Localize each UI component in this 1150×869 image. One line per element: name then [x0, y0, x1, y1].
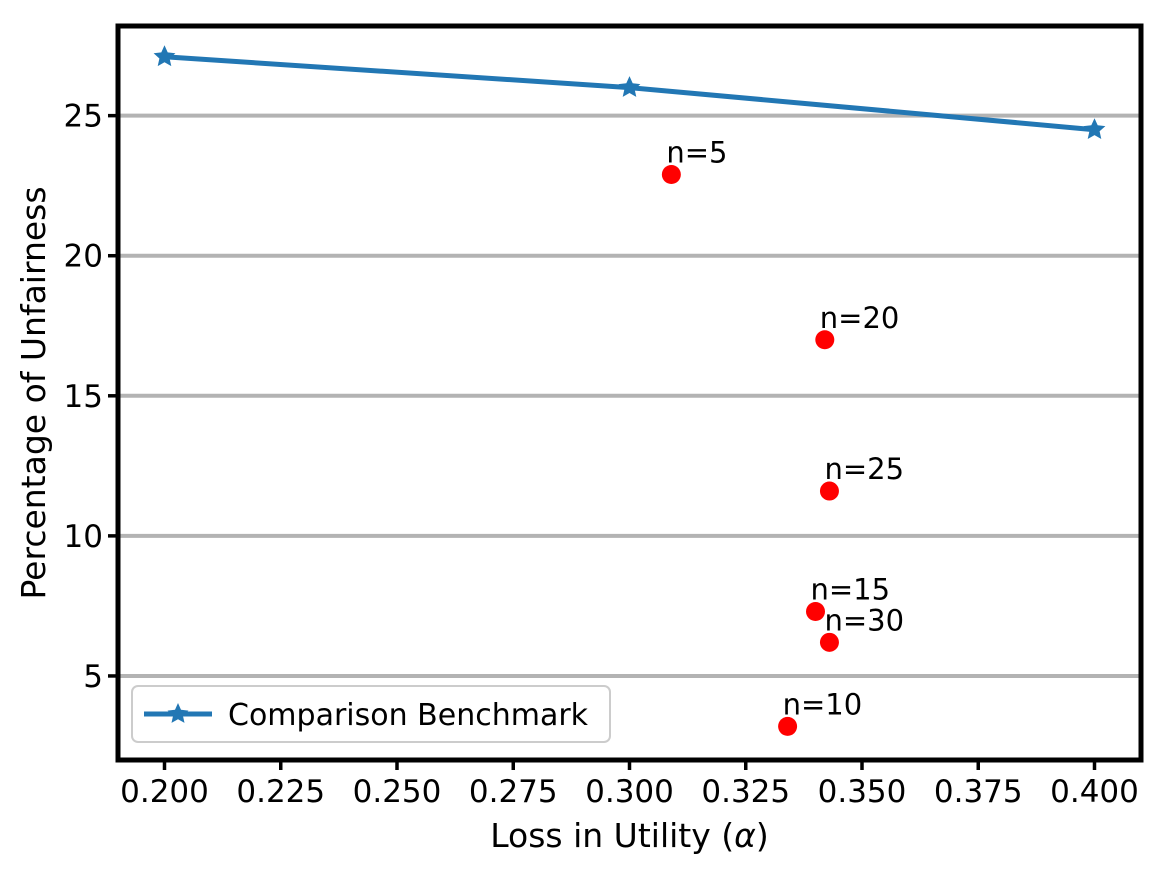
annotation-n=25: n=25 — [824, 452, 904, 486]
legend-star-marker — [167, 703, 189, 723]
y-axis-label: Percentage of Unfairness — [14, 186, 53, 599]
plot-frame — [115, 23, 1144, 763]
benchmark-star-marker — [618, 76, 641, 97]
x-tick-label-0.375: 0.375 — [934, 774, 1023, 810]
x-axis-label: Loss in Utility (α) — [490, 816, 769, 855]
x-tick-label-0.250: 0.250 — [353, 774, 442, 810]
annotation-n=15: n=15 — [811, 573, 891, 607]
x-tick-label-0.350: 0.350 — [818, 774, 907, 810]
scatter-point-n=25 — [819, 481, 839, 501]
x-tick-label-0.400: 0.400 — [1050, 774, 1139, 810]
annotation-n=5: n=5 — [666, 135, 727, 169]
x-tick-label-0.300: 0.300 — [585, 774, 674, 810]
y-tick-label-15: 15 — [64, 379, 103, 415]
scatter-point-n=5 — [661, 164, 681, 184]
x-tick-label-0.200: 0.200 — [120, 774, 209, 810]
y-tick-label-10: 10 — [64, 519, 103, 555]
benchmark-star-marker — [153, 45, 176, 67]
x-tick-label-0.225: 0.225 — [236, 774, 325, 810]
scatter-point-n=20 — [815, 330, 835, 350]
annotation-n=20: n=20 — [820, 301, 900, 335]
scatter-point-n=15 — [806, 602, 825, 622]
legend-entry-label: Comparison Benchmark — [228, 698, 589, 733]
legend-box — [131, 685, 611, 743]
annotation-n=10: n=10 — [783, 687, 863, 721]
y-tick-label-5: 5 — [83, 659, 103, 695]
scatter-point-n=10 — [778, 716, 798, 736]
scatter-point-n=30 — [819, 632, 839, 652]
y-tick-label-20: 20 — [64, 239, 103, 275]
x-tick-label-0.325: 0.325 — [701, 774, 790, 810]
y-tick-label-25: 25 — [64, 99, 103, 135]
annotation-n=30: n=30 — [824, 603, 904, 637]
benchmark-star-marker — [1083, 118, 1106, 139]
x-tick-label-0.275: 0.275 — [469, 774, 558, 810]
